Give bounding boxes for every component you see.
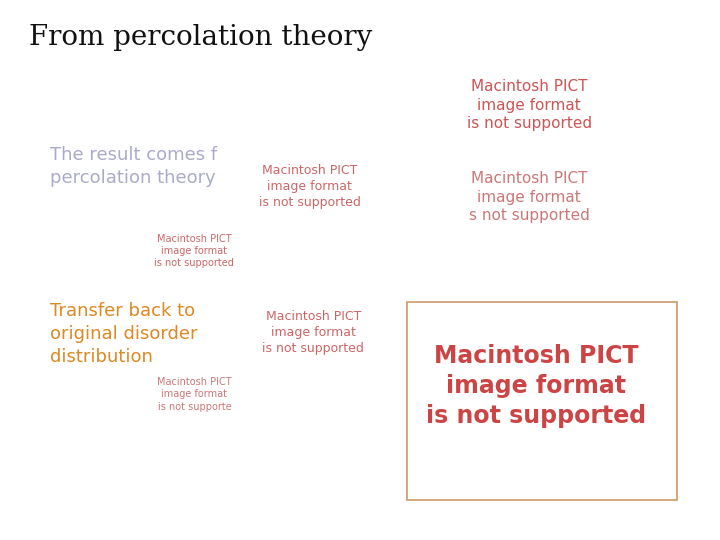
Bar <box>407 302 677 500</box>
Text: The result comes f
percolation theory: The result comes f percolation theory <box>50 146 217 187</box>
Text: Macintosh PICT
image format
is not supported: Macintosh PICT image format is not suppo… <box>467 79 592 131</box>
Text: Transfer back to
original disorder
distribution: Transfer back to original disorder distr… <box>50 302 198 366</box>
Text: Macintosh PICT
image format
is not supported: Macintosh PICT image format is not suppo… <box>258 164 361 209</box>
Text: From percolation theory: From percolation theory <box>29 24 372 51</box>
Text: Macintosh PICT
image format
is not supported: Macintosh PICT image format is not suppo… <box>426 345 647 428</box>
Text: Macintosh PICT
image format
s not supported: Macintosh PICT image format s not suppor… <box>469 171 590 223</box>
Text: Macintosh PICT
image format
is not supported: Macintosh PICT image format is not suppo… <box>262 309 364 355</box>
Text: Macintosh PICT
image format
is not supported: Macintosh PICT image format is not suppo… <box>155 234 234 268</box>
Text: Macintosh PICT
image format
is not supporte: Macintosh PICT image format is not suppo… <box>157 377 232 411</box>
